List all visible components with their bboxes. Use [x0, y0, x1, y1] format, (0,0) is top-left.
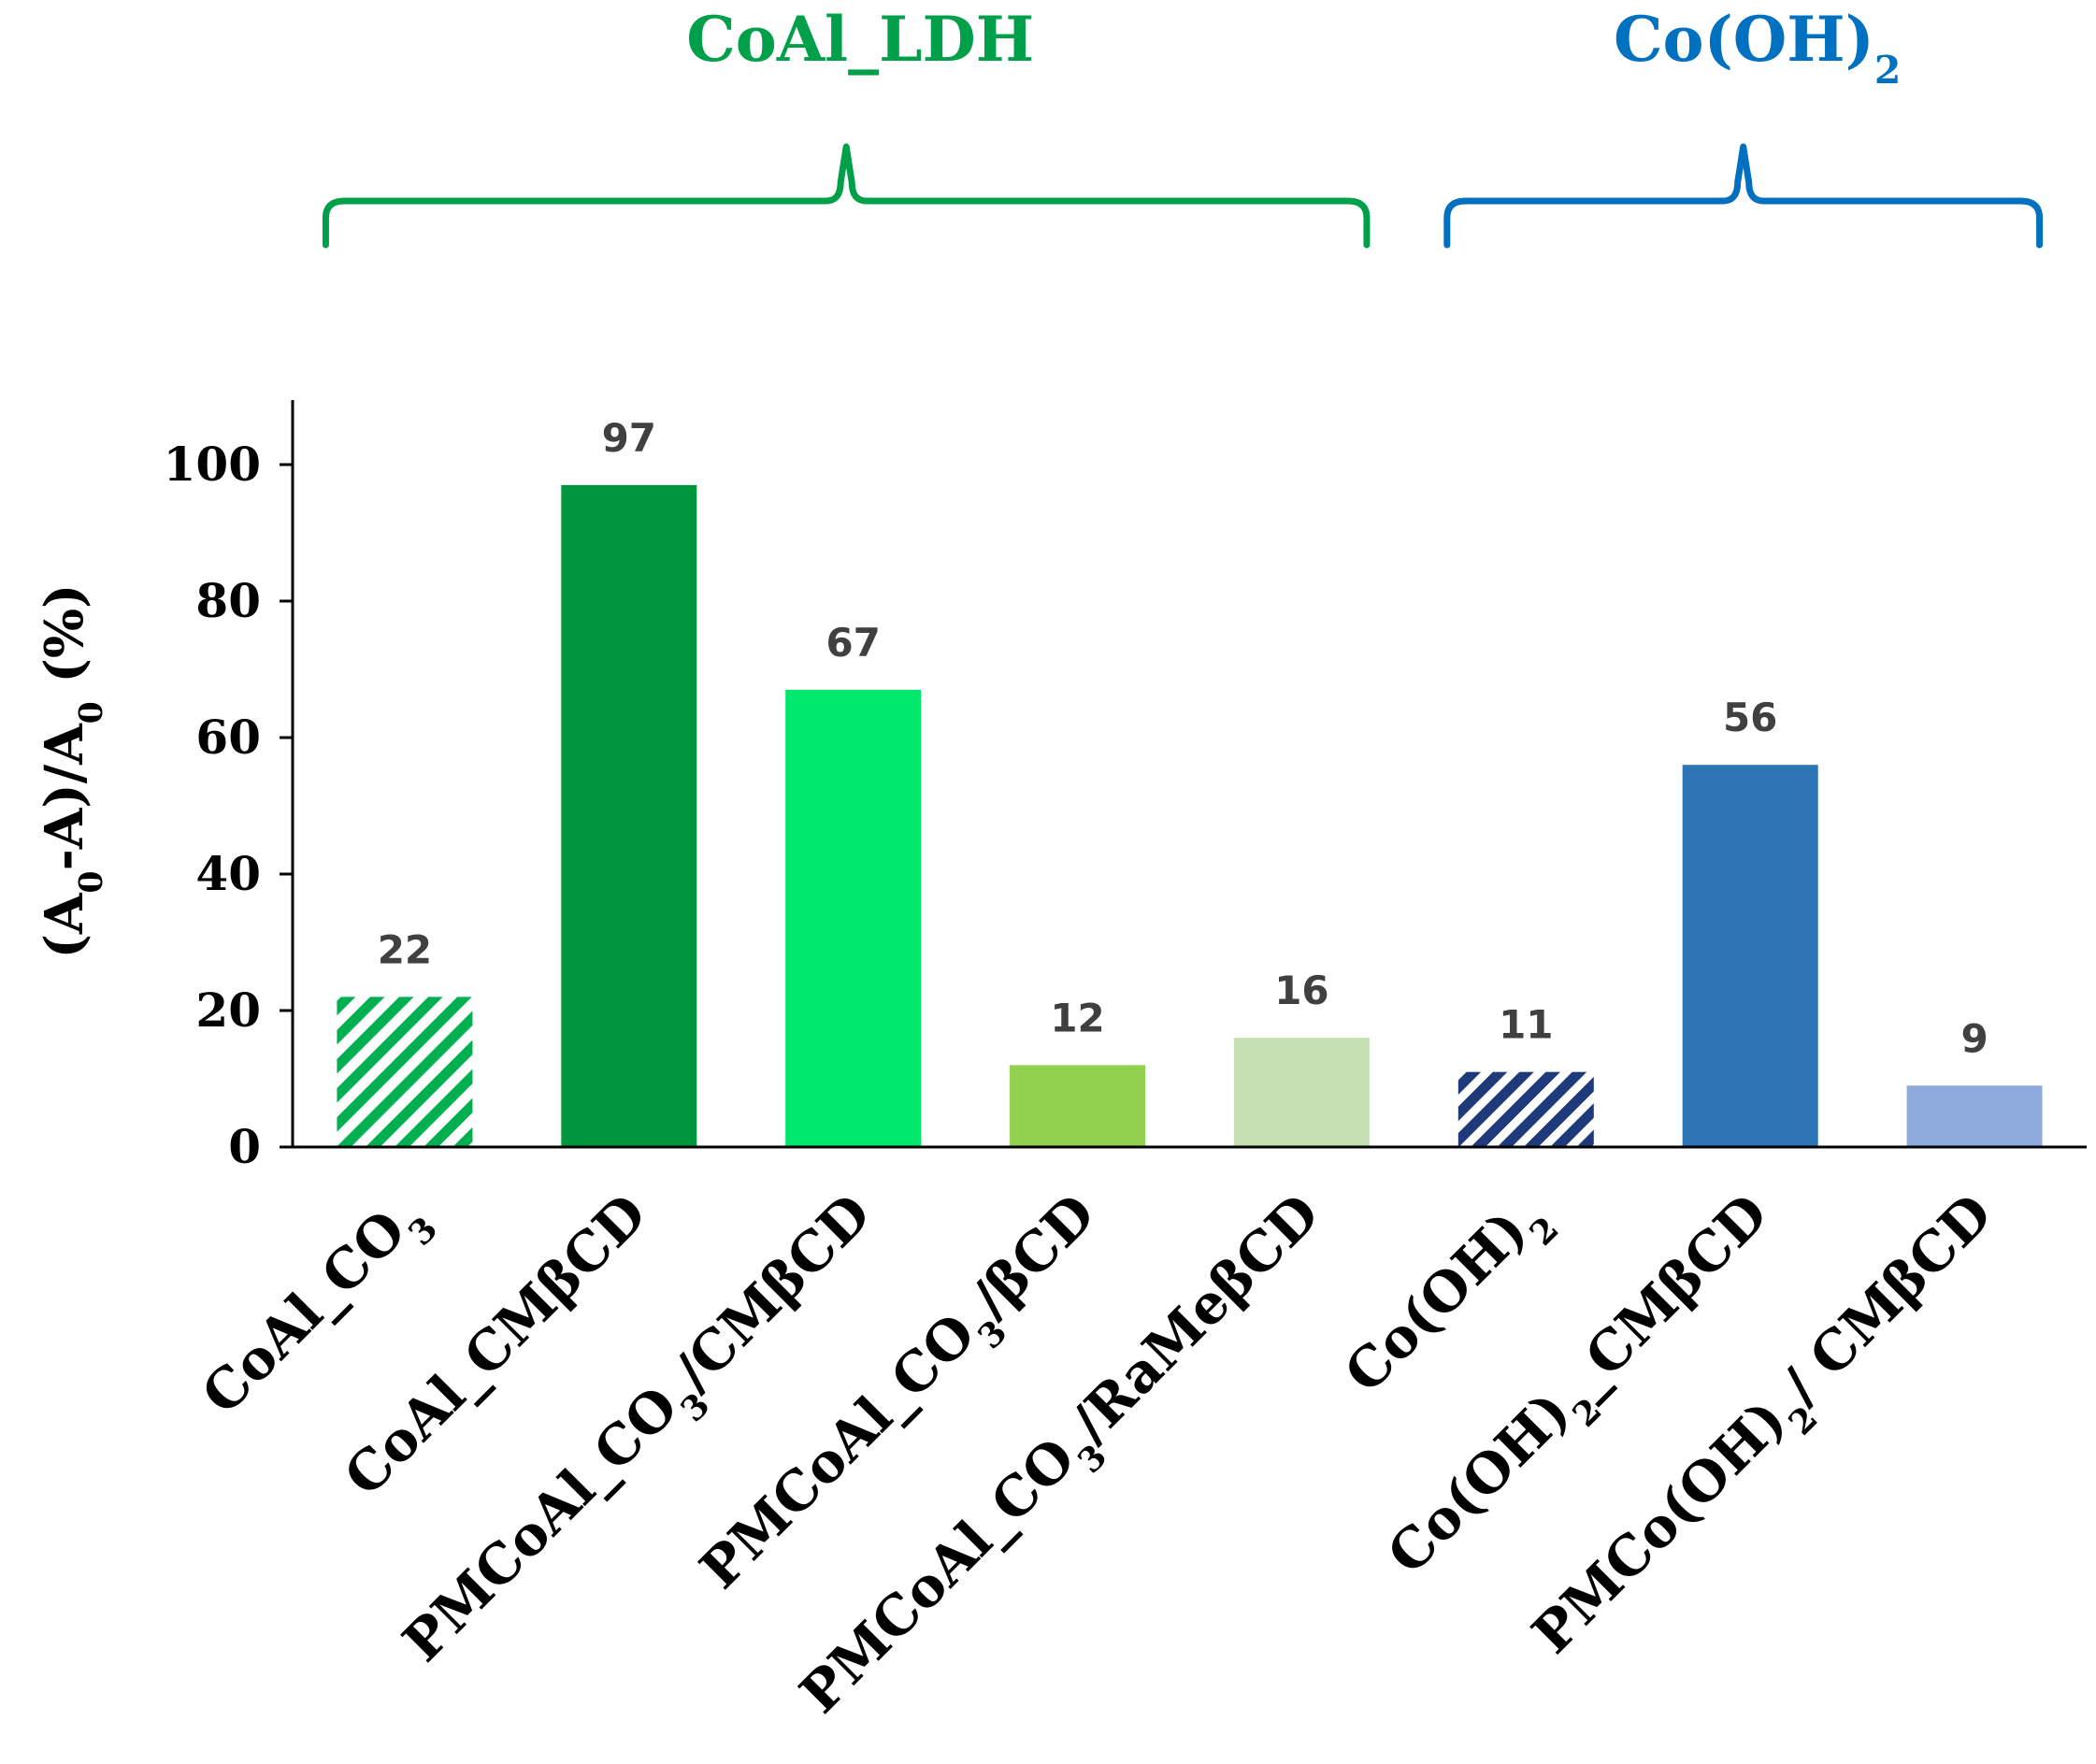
y-tick-label: 40: [195, 846, 261, 901]
y-tick-label: 60: [195, 710, 261, 765]
x-tick-label: PMCoAl_CO3/βCD: [688, 1182, 1118, 1612]
data-label: 11: [1499, 1002, 1553, 1048]
bars: 22 97 67 12 16 11 56 9: [337, 415, 2043, 1147]
y-tick-label: 80: [195, 573, 261, 628]
group-bracket: [1443, 143, 2044, 249]
data-label: 12: [1050, 995, 1104, 1040]
bar: [1906, 1085, 2043, 1147]
data-label: 67: [825, 620, 880, 666]
data-label: 22: [378, 926, 432, 972]
category-labels: CoAl_CO3CoAl_CMβCDPMCoAl_CO3/CMβCDPMCoAl…: [190, 1182, 2004, 1726]
axes: 0 20 40 60 80 100 (A0-A)/A0 (%): [34, 400, 2087, 1174]
data-label: 9: [1960, 1015, 1988, 1061]
data-label: 16: [1274, 968, 1328, 1013]
bar: [1233, 1038, 1370, 1147]
x-tick-label: Co(OH)2: [1332, 1182, 1566, 1415]
group-title: Co(OH)2: [1614, 3, 1901, 93]
y-tick-label: 0: [228, 1119, 261, 1174]
bar: [561, 484, 697, 1147]
y-tick-label: 20: [195, 982, 261, 1038]
y-tick-label: 100: [164, 437, 261, 492]
group-brackets: CoAl_LDH Co(OH)2: [322, 3, 2044, 249]
bar: [1457, 1071, 1594, 1147]
group-title: CoAl_LDH: [686, 3, 1034, 76]
data-label: 56: [1723, 695, 1777, 740]
bar: [337, 997, 473, 1147]
group-bracket: [322, 143, 1371, 249]
data-label: 97: [602, 415, 656, 461]
y-axis-title: (A0-A)/A0 (%): [34, 583, 110, 958]
bar: [1682, 765, 1818, 1147]
bar: [785, 689, 922, 1147]
bar: [1010, 1065, 1146, 1147]
x-tick-label: Co(OH)2_CMβCD: [1375, 1182, 1790, 1597]
